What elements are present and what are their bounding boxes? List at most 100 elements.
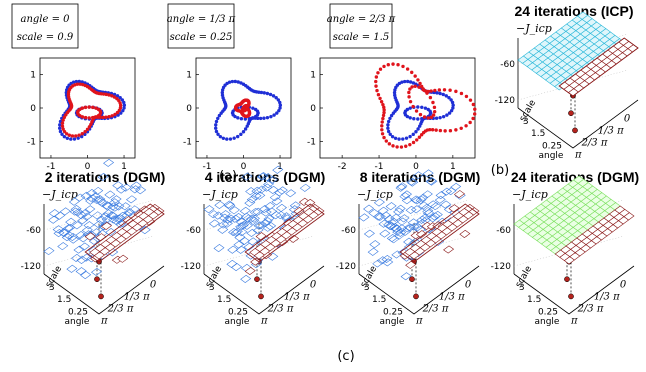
mesh-cell xyxy=(78,242,90,251)
wall-outline xyxy=(84,203,165,263)
blue-point xyxy=(74,79,79,84)
blue-point xyxy=(251,106,255,110)
mesh-cell xyxy=(234,233,246,242)
blue-point xyxy=(438,91,442,96)
mesh-cell xyxy=(270,211,282,220)
blue-point xyxy=(449,108,454,113)
mesh-cell xyxy=(66,264,78,273)
red-point xyxy=(61,118,65,122)
blue-point xyxy=(411,81,416,85)
red-point xyxy=(428,95,433,100)
mesh-cell xyxy=(410,195,422,204)
y-tick-label: -1 xyxy=(27,137,36,147)
mesh-cell xyxy=(391,250,403,259)
mesh-cell xyxy=(230,263,243,272)
mesh-cell xyxy=(408,222,420,231)
mesh-cell xyxy=(53,229,65,238)
mesh-cell xyxy=(241,221,253,230)
red-point xyxy=(401,64,405,69)
blue-point xyxy=(251,116,255,120)
blue-point xyxy=(423,106,428,110)
red-point xyxy=(421,87,425,92)
mesh-cell xyxy=(422,169,434,178)
blue-point xyxy=(232,136,236,140)
x-tick-label: 0 xyxy=(85,162,91,172)
mesh-cell xyxy=(258,205,270,214)
mesh-cell xyxy=(412,171,424,180)
mesh-cell xyxy=(95,215,108,224)
blue-point xyxy=(258,116,263,121)
red-point xyxy=(404,144,408,148)
mesh-cell xyxy=(244,266,256,276)
red-point xyxy=(374,79,378,84)
blue-point xyxy=(392,90,397,95)
mesh-cell xyxy=(43,246,55,256)
red-point xyxy=(104,92,108,97)
mesh-cell xyxy=(67,232,79,242)
red-point xyxy=(468,98,473,102)
z-tick-label: -120 xyxy=(495,96,516,106)
angle-label: angle = 1/3 π xyxy=(167,14,236,25)
angle-tick-label: 2/3 π xyxy=(577,304,604,315)
mesh-cell xyxy=(263,214,275,223)
blue-point xyxy=(214,126,218,130)
mesh-cell xyxy=(393,207,405,216)
blue-point xyxy=(262,116,266,120)
red-point xyxy=(60,121,65,125)
mesh-cell xyxy=(249,207,261,217)
caption-a: (a) xyxy=(219,169,237,184)
red-point xyxy=(380,128,384,132)
red-point xyxy=(81,82,85,87)
mesh-cell xyxy=(117,254,129,263)
blue-point xyxy=(214,123,218,127)
red-point xyxy=(430,128,435,132)
floor-edge xyxy=(43,265,165,315)
grid-line xyxy=(358,199,470,231)
mesh-cell xyxy=(275,203,288,212)
red-point xyxy=(437,88,442,92)
angle-tick-label: π xyxy=(260,316,268,327)
red-point xyxy=(78,113,82,118)
red-point xyxy=(83,130,87,134)
blue-point xyxy=(386,123,390,127)
angle-tick-label: 2/3 π xyxy=(267,304,294,315)
mesh-cell xyxy=(248,216,260,225)
red-point xyxy=(60,124,65,128)
mesh-cell xyxy=(84,205,96,214)
red-point xyxy=(381,116,385,121)
mesh-cell xyxy=(48,209,60,218)
mesh-cell xyxy=(393,231,405,240)
blue-point xyxy=(112,92,117,97)
red-point xyxy=(399,145,404,149)
red-point xyxy=(382,64,386,69)
mesh-cell xyxy=(421,190,433,199)
red-point xyxy=(382,108,386,112)
mesh-cell xyxy=(231,227,243,236)
mesh-cell xyxy=(75,267,87,276)
z-tick-label: -120 xyxy=(491,262,512,272)
mesh-cell xyxy=(108,198,120,207)
red-point xyxy=(80,106,85,110)
red-point xyxy=(376,71,380,75)
mesh-cell xyxy=(113,202,125,211)
panel-title: 24 iterations (ICP) xyxy=(514,3,633,19)
minimum-marker xyxy=(258,293,264,300)
caption-b: (b) xyxy=(491,163,509,178)
red-point xyxy=(376,92,381,97)
mesh-cell xyxy=(388,235,400,244)
mesh-cell xyxy=(243,242,255,251)
mesh-cell xyxy=(394,204,406,213)
angle-axis-label: angle xyxy=(225,317,250,327)
mesh-cell xyxy=(81,212,93,221)
wall-outline xyxy=(558,37,639,97)
red-point xyxy=(380,124,384,128)
mesh-cell xyxy=(434,195,446,204)
blue-point xyxy=(412,117,416,121)
mesh-cell xyxy=(125,195,138,204)
blue-point xyxy=(77,79,82,84)
blue-point xyxy=(259,90,264,95)
red-point xyxy=(448,88,452,92)
red-point xyxy=(429,89,433,93)
minimum-marker xyxy=(254,276,260,283)
mesh-cell xyxy=(374,212,386,221)
